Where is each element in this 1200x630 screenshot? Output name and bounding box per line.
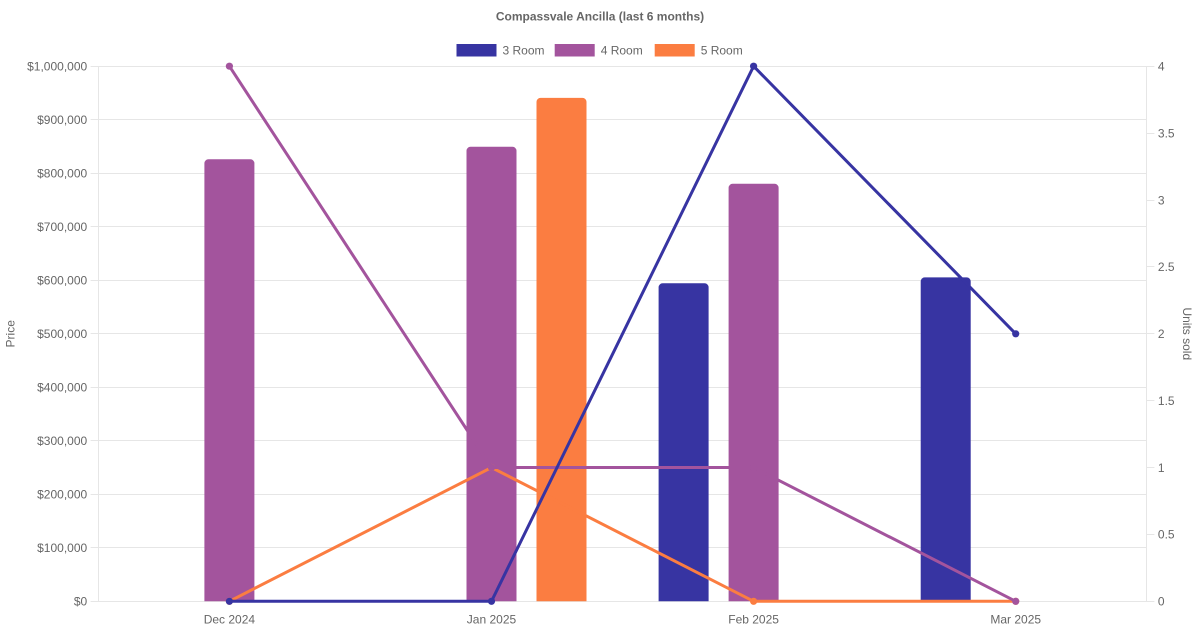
- svg-text:$700,000: $700,000: [37, 220, 87, 234]
- svg-text:Feb 2025: Feb 2025: [728, 613, 779, 627]
- svg-text:$1,000,000: $1,000,000: [27, 60, 87, 74]
- svg-text:$100,000: $100,000: [37, 541, 87, 555]
- svg-text:Units sold: Units sold: [1180, 307, 1194, 360]
- svg-text:4 Room: 4 Room: [601, 44, 643, 58]
- svg-text:Compassvale Ancilla (last 6 mo: Compassvale Ancilla (last 6 months): [496, 9, 704, 23]
- svg-text:$600,000: $600,000: [37, 274, 87, 288]
- svg-text:0.5: 0.5: [1158, 528, 1175, 542]
- svg-text:$200,000: $200,000: [37, 488, 87, 502]
- svg-text:2.5: 2.5: [1158, 260, 1175, 274]
- svg-text:$800,000: $800,000: [37, 167, 87, 181]
- svg-text:3: 3: [1158, 193, 1165, 207]
- svg-text:1.5: 1.5: [1158, 394, 1175, 408]
- svg-text:$500,000: $500,000: [37, 327, 87, 341]
- svg-text:$300,000: $300,000: [37, 434, 87, 448]
- svg-text:Jan 2025: Jan 2025: [467, 613, 517, 627]
- svg-text:4: 4: [1158, 60, 1165, 74]
- svg-text:Price: Price: [4, 320, 18, 348]
- svg-text:Mar 2025: Mar 2025: [990, 613, 1041, 627]
- svg-text:0: 0: [1158, 595, 1165, 609]
- svg-text:$0: $0: [74, 595, 88, 609]
- svg-text:Dec 2024: Dec 2024: [204, 613, 256, 627]
- svg-text:3.5: 3.5: [1158, 126, 1175, 140]
- svg-text:$400,000: $400,000: [37, 381, 87, 395]
- svg-text:$900,000: $900,000: [37, 113, 87, 127]
- svg-text:5 Room: 5 Room: [701, 44, 743, 58]
- svg-text:3 Room: 3 Room: [503, 44, 545, 58]
- svg-text:2: 2: [1158, 327, 1165, 341]
- svg-text:1: 1: [1158, 461, 1165, 475]
